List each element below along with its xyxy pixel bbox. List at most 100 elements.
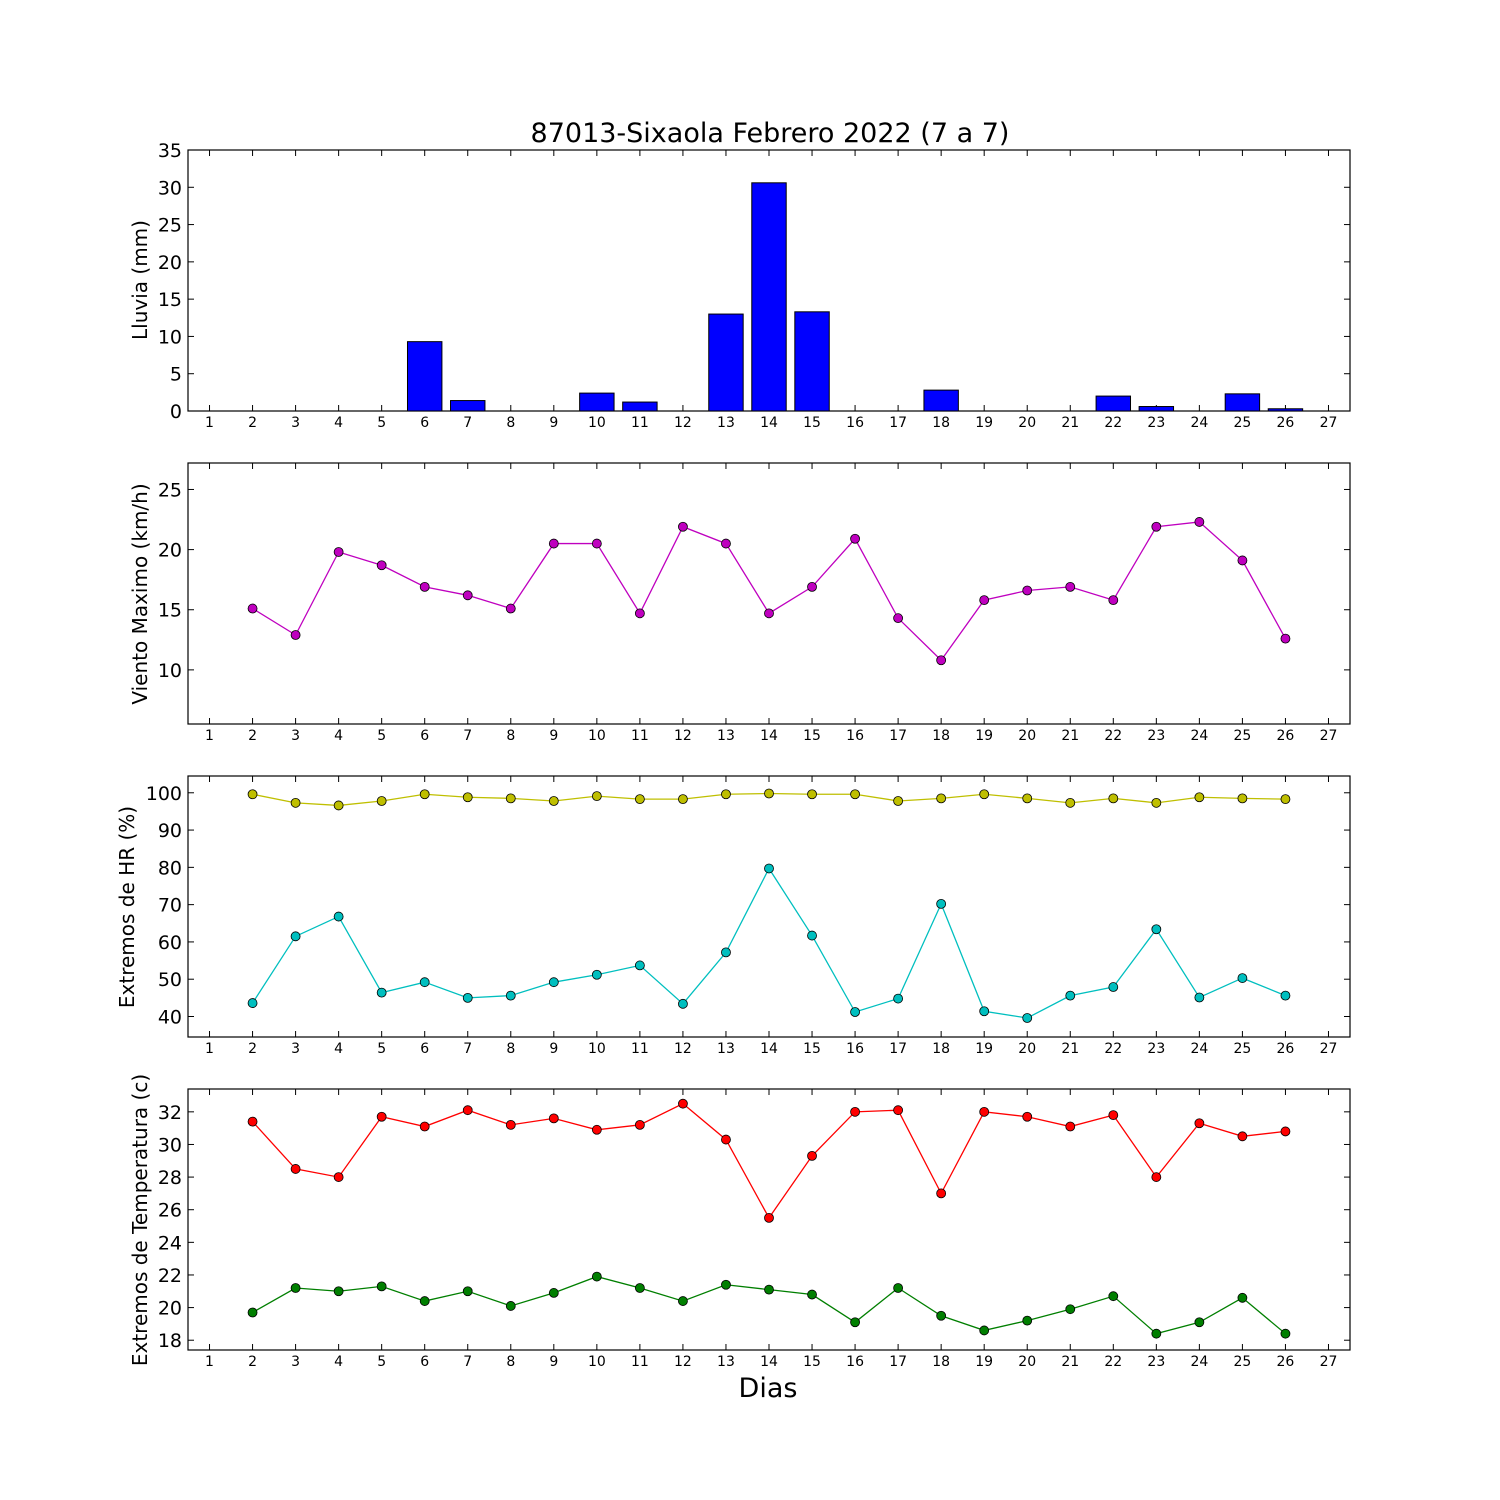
x-tick-label: 23: [1147, 1354, 1165, 1370]
data-point-2-day-2: [247, 1307, 258, 1318]
data-point-2-day-11: [634, 960, 645, 971]
x-tick-label: 21: [1061, 728, 1079, 744]
y-tick-label: 15: [158, 600, 182, 622]
bar-day-25: [1224, 393, 1261, 412]
y-tick-label: 5: [170, 364, 182, 386]
x-tick-label: 11: [631, 1041, 649, 1057]
x-tick-label: 3: [291, 1354, 300, 1370]
data-point-1-day-18: [936, 655, 947, 666]
data-point-2-day-15: [807, 930, 817, 941]
bar-day-11: [622, 401, 658, 412]
y-tick-label: 0: [170, 401, 182, 423]
x-tick-label: 26: [1277, 1041, 1295, 1057]
chart-title: 87013-Sixaola Febrero 2022 (7 a 7): [531, 118, 1010, 149]
y-tick-label: 32: [158, 1102, 182, 1124]
data-point-2-day-19: [979, 1325, 990, 1336]
y-tick-label: 28: [158, 1167, 182, 1189]
data-point-2-day-22: [1108, 1291, 1119, 1302]
x-tick-label: 22: [1104, 728, 1122, 744]
data-point-1-day-6: [419, 789, 430, 800]
data-point-2-day-25: [1237, 1292, 1248, 1303]
data-point-2-day-17: [893, 1283, 904, 1293]
y-tick-label: 10: [158, 660, 182, 682]
axes-frame: [187, 775, 1351, 1038]
x-tick-label: 3: [291, 728, 300, 744]
data-point-1-day-3: [290, 1164, 301, 1174]
data-point-1-day-22: [1108, 1110, 1119, 1120]
x-tick-label: 16: [846, 415, 864, 431]
data-point-1-day-24: [1194, 1118, 1205, 1129]
data-point-1-day-13: [721, 538, 731, 549]
x-tick-label: 16: [846, 728, 864, 744]
x-tick-label: 22: [1104, 415, 1122, 431]
data-point-1-day-13: [721, 789, 731, 800]
data-point-1-day-20: [1022, 793, 1033, 804]
y-tick-label: 26: [158, 1200, 182, 1222]
data-point-2-day-26: [1280, 990, 1291, 1001]
x-tick-label: 1: [205, 1041, 214, 1057]
data-point-2-day-23: [1151, 1328, 1162, 1339]
y-tick-label: 40: [158, 1006, 182, 1028]
x-tick-label: 16: [846, 1354, 864, 1370]
x-tick-label: 21: [1061, 1041, 1079, 1057]
data-point-1-day-15: [807, 1150, 817, 1161]
bar-day-10: [579, 392, 615, 412]
data-point-1-day-20: [1022, 585, 1033, 596]
x-tick-label: 19: [975, 1354, 993, 1370]
x-tick-label: 19: [975, 1041, 993, 1057]
data-point-1-day-11: [634, 608, 645, 619]
data-point-1-day-25: [1237, 555, 1248, 566]
data-point-1-day-5: [376, 560, 387, 571]
data-point-1-day-14: [764, 1212, 774, 1223]
data-point-1-day-11: [634, 1119, 645, 1130]
x-tick-label: 13: [717, 415, 735, 431]
y-tick-label: 24: [158, 1232, 182, 1254]
x-tick-label: 21: [1061, 1354, 1079, 1370]
data-point-2-day-16: [850, 1007, 860, 1017]
x-tick-label: 20: [1018, 415, 1036, 431]
data-point-1-day-9: [548, 538, 559, 549]
y-tick-label: 30: [158, 177, 182, 199]
x-tick-label: 9: [549, 728, 558, 744]
data-point-1-day-9: [548, 1113, 559, 1124]
x-tick-label: 8: [506, 1354, 515, 1370]
data-point-1-day-19: [979, 595, 990, 606]
data-point-1-day-9: [548, 796, 559, 806]
axes-frame: [187, 462, 1351, 725]
bar-day-26: [1267, 408, 1304, 412]
data-point-1-day-16: [850, 1106, 860, 1117]
y-axis-label: Lluvia (mm): [128, 220, 152, 340]
data-point-1-day-14: [764, 608, 774, 619]
data-point-1-day-8: [505, 793, 516, 804]
data-point-2-day-19: [979, 1006, 990, 1017]
x-tick-label: 9: [549, 1041, 558, 1057]
data-point-2-day-20: [1022, 1013, 1033, 1023]
x-tick-label: 20: [1018, 1041, 1036, 1057]
x-tick-label: 25: [1233, 1041, 1251, 1057]
data-point-2-day-8: [505, 1301, 516, 1311]
x-tick-label: 6: [420, 1041, 429, 1057]
bar-day-7: [450, 400, 486, 412]
y-axis-label: Extremos de Temperatura (c): [128, 1074, 152, 1366]
x-tick-label: 11: [631, 415, 649, 431]
data-point-2-day-23: [1151, 924, 1162, 935]
y-tick-label: 80: [158, 857, 182, 879]
x-tick-label: 10: [588, 415, 606, 431]
x-tick-label: 14: [760, 1041, 778, 1057]
data-point-2-day-16: [850, 1317, 860, 1328]
x-tick-label: 24: [1190, 1041, 1208, 1057]
y-tick-label: 20: [158, 1298, 182, 1320]
data-point-1-day-19: [979, 1106, 990, 1117]
x-tick-label: 24: [1190, 1354, 1208, 1370]
x-tick-label: 20: [1018, 1354, 1036, 1370]
x-tick-label: 19: [975, 728, 993, 744]
data-point-1-day-19: [979, 789, 990, 800]
data-point-2-day-3: [290, 1283, 301, 1293]
data-point-2-day-21: [1065, 990, 1076, 1001]
data-point-1-day-21: [1065, 581, 1076, 592]
data-point-2-day-12: [678, 1296, 688, 1306]
